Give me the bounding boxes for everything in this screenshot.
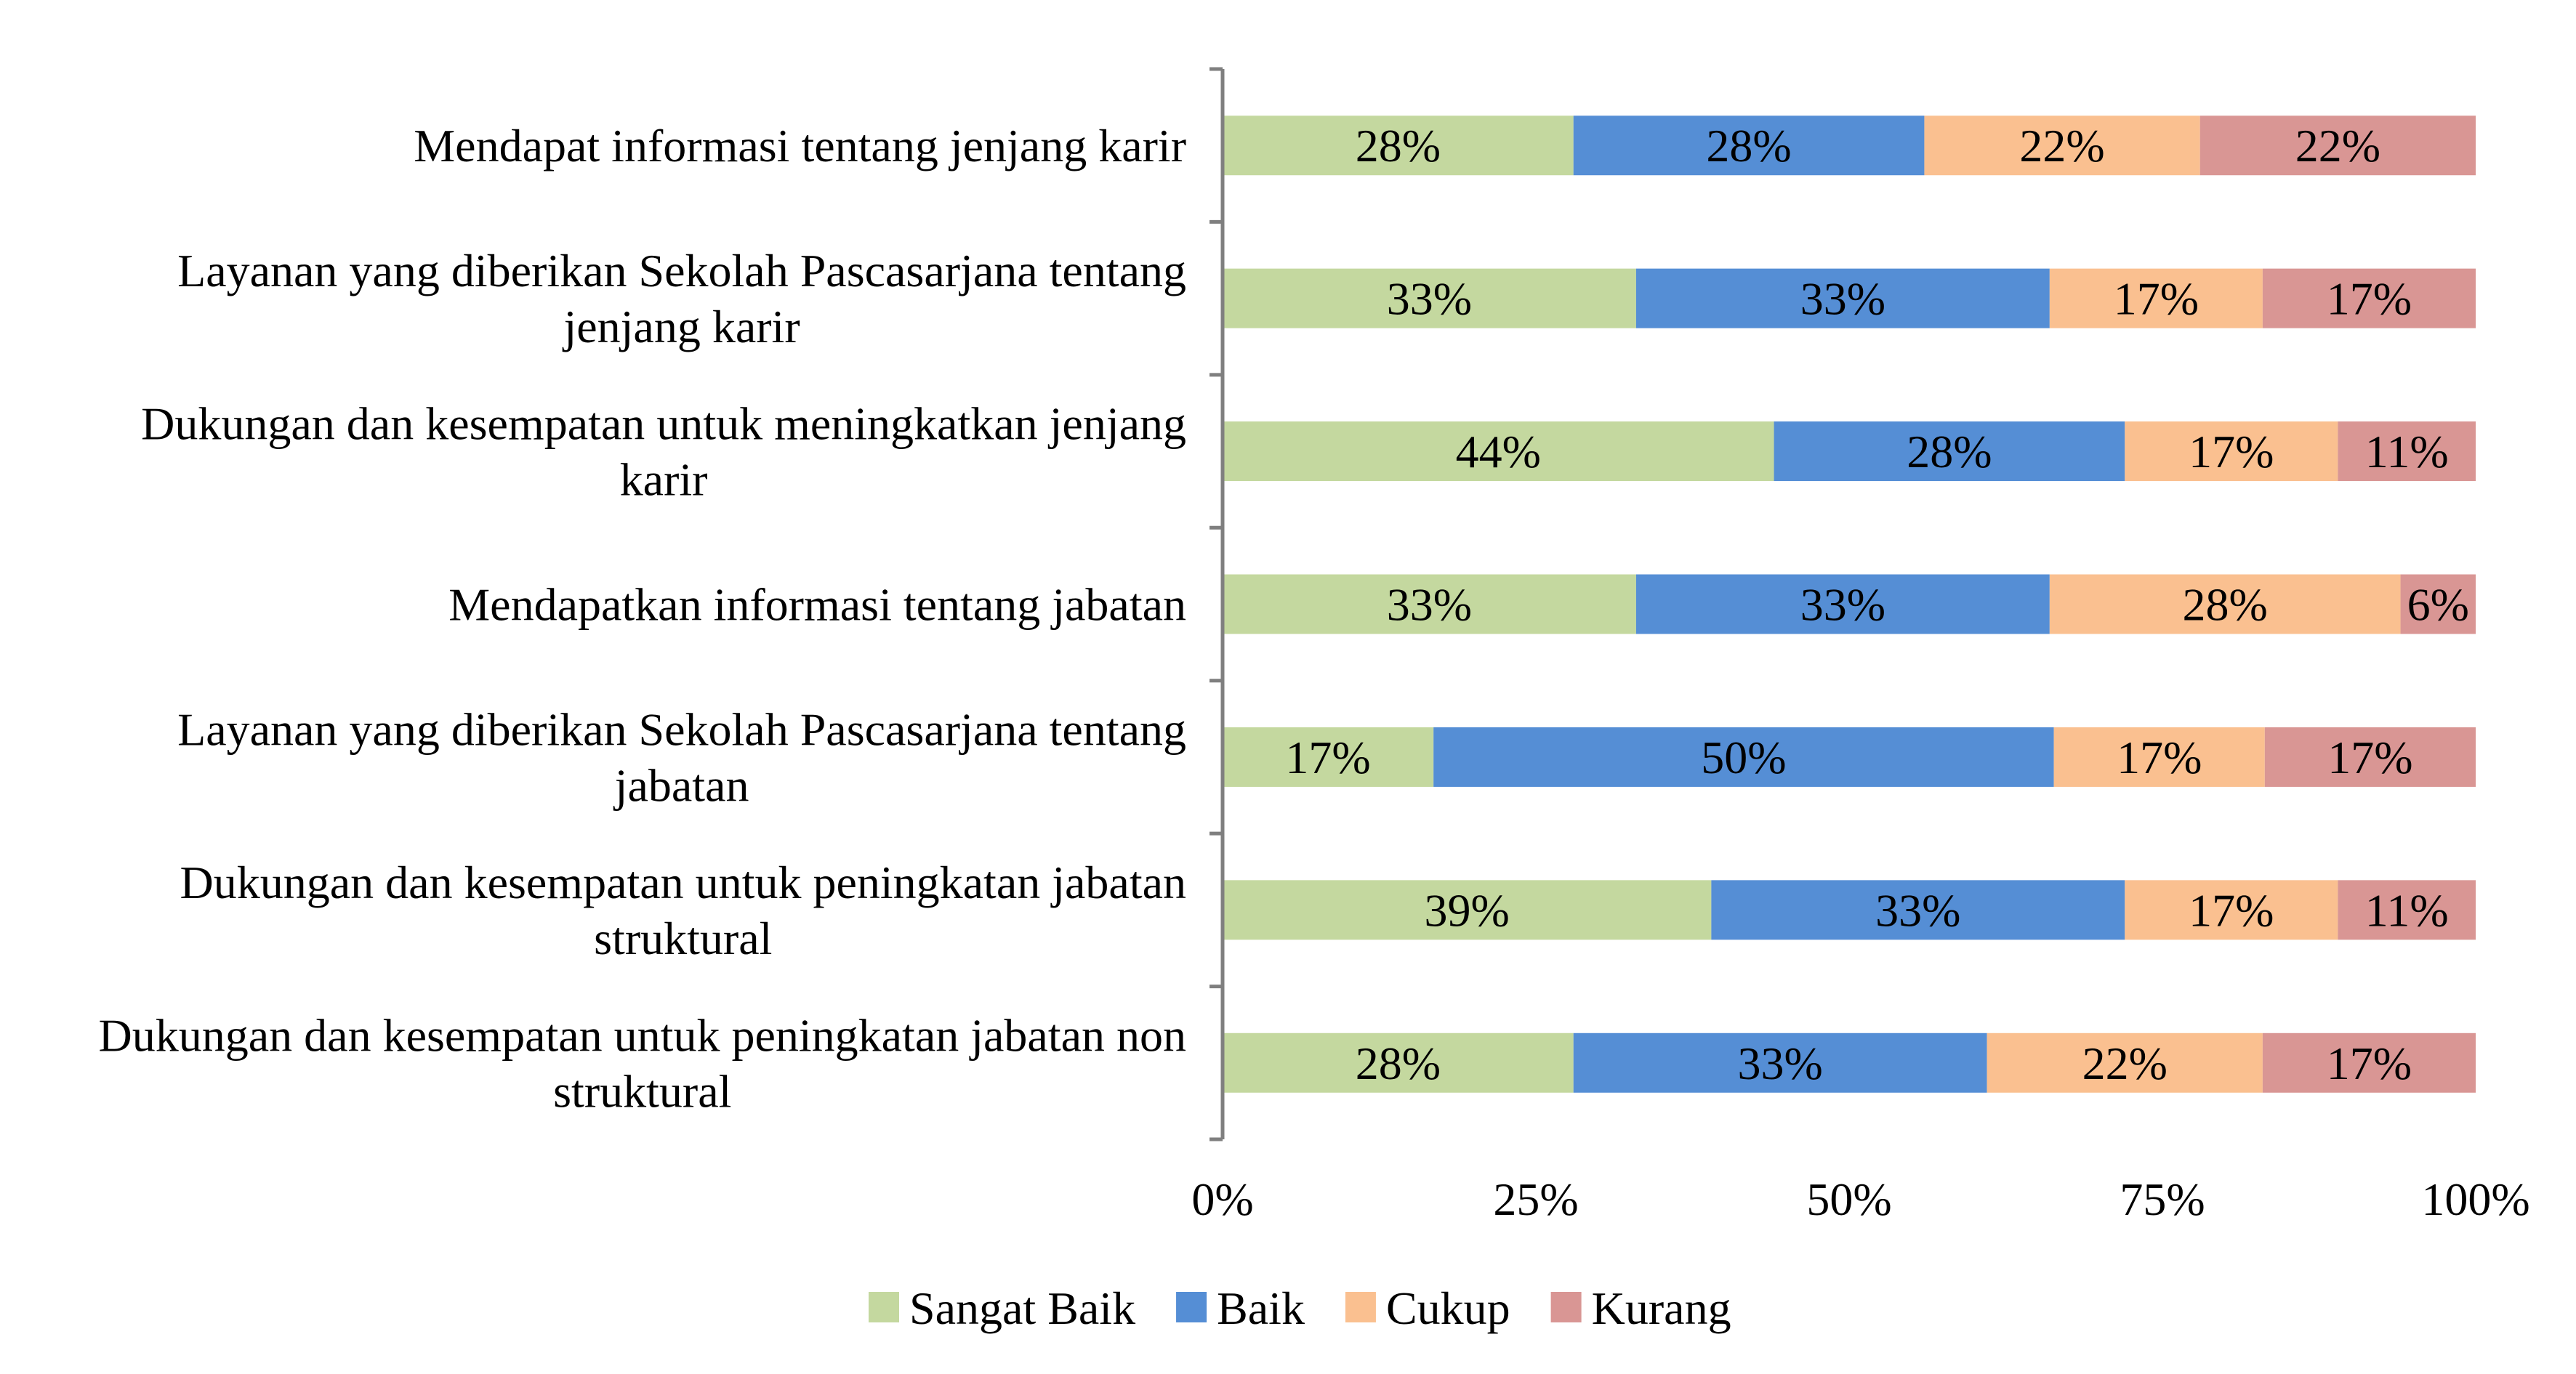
bar-segment-4-1 xyxy=(1223,574,1636,634)
data-label-2-1: 33% xyxy=(1387,273,1472,325)
bar-segment-6-2 xyxy=(1711,880,2125,940)
data-label-7-4: 17% xyxy=(2327,1038,2412,1089)
category-label-4: Mendapatkan informasi tentang jabatan xyxy=(448,579,1186,631)
category-label-6: Dukungan dan kesempatan untuk peningkata… xyxy=(180,857,1186,964)
legend-label-3: Cukup xyxy=(1386,1282,1510,1334)
bar-segment-2-3 xyxy=(2049,268,2263,328)
x-tick-label: 25% xyxy=(1493,1173,1578,1225)
data-label-5-2: 50% xyxy=(1701,732,1786,783)
data-label-2-2: 33% xyxy=(1800,273,1885,325)
data-label-3-3: 17% xyxy=(2189,426,2274,477)
bar-segment-2-4 xyxy=(2262,268,2476,328)
data-label-6-2: 33% xyxy=(1875,884,1960,936)
legend: Sangat Baik Baik Cukup Kurang xyxy=(869,1282,1731,1334)
value-labels-group: 28% 28% 22% 22% 33% 33% 17% 17% 44% 28% 17% 11% 33% 3… xyxy=(1285,120,2469,1089)
bar-segment-5-1 xyxy=(1223,727,1434,787)
category-label-2: Layanan yang diberikan Sekolah Pascasarj… xyxy=(177,245,1186,352)
bar-segment-1-3 xyxy=(1924,116,2200,176)
legend-swatch-2 xyxy=(1176,1292,1207,1322)
data-label-5-3: 17% xyxy=(2117,732,2202,783)
data-label-6-1: 39% xyxy=(1425,884,1510,936)
x-tick-label: 50% xyxy=(1806,1173,1891,1225)
legend-label-2: Baik xyxy=(1217,1282,1305,1334)
bar-segment-2-2 xyxy=(1635,268,2050,328)
category-label-3: Dukungan dan kesempatan untuk meningkatk… xyxy=(141,398,1186,506)
data-label-5-1: 17% xyxy=(1285,732,1370,783)
data-label-2-3: 17% xyxy=(2114,273,2199,325)
bar-segment-3-4 xyxy=(2338,421,2476,482)
legend-swatch-3 xyxy=(1345,1292,1376,1322)
bar-segment-4-3 xyxy=(2049,574,2401,634)
bar-segment-5-4 xyxy=(2264,727,2476,787)
legend-label-4: Kurang xyxy=(1592,1282,1731,1334)
data-label-4-3: 28% xyxy=(2183,579,2268,631)
bar-segment-2-1 xyxy=(1223,268,1636,328)
category-label-7: Dukungan dan kesempatan untuk peningkata… xyxy=(99,1009,1186,1117)
data-label-2-4: 17% xyxy=(2327,273,2412,325)
data-label-4-4: 6% xyxy=(2407,579,2469,631)
legend-label-1: Sangat Baik xyxy=(909,1282,1135,1334)
category-label-1: Mendapat informasi tentang jenjang karir xyxy=(414,120,1186,171)
bar-segment-7-1 xyxy=(1223,1032,1574,1093)
data-label-1-3: 22% xyxy=(2019,120,2104,171)
data-label-1-4: 22% xyxy=(2295,120,2380,171)
bar-segment-3-1 xyxy=(1223,421,1774,482)
data-label-4-1: 33% xyxy=(1387,579,1472,631)
category-label-line: Layanan yang diberikan Sekolah Pascasarj… xyxy=(177,703,1186,755)
data-label-5-4: 17% xyxy=(2327,732,2412,783)
legend-swatch-1 xyxy=(869,1292,899,1322)
bar-segment-4-2 xyxy=(1635,574,2050,634)
category-axis xyxy=(1209,67,1225,1141)
category-label-line: jabatan xyxy=(613,759,749,811)
legend-swatch-4 xyxy=(1550,1292,1582,1322)
bar-segment-7-4 xyxy=(2262,1032,2476,1093)
data-label-7-3: 22% xyxy=(2082,1038,2168,1089)
category-label-line: Mendapat informasi tentang jenjang karir xyxy=(414,120,1186,171)
data-label-1-2: 28% xyxy=(1706,120,1791,171)
category-label-5: Layanan yang diberikan Sekolah Pascasarj… xyxy=(177,703,1186,811)
data-label-7-2: 33% xyxy=(1738,1038,1823,1089)
bar-segment-1-1 xyxy=(1223,116,1574,176)
category-label-line: jenjang karir xyxy=(562,301,800,352)
category-label-line: struktural xyxy=(594,913,772,964)
bar-segment-5-3 xyxy=(2053,727,2265,787)
bar-segment-5-2 xyxy=(1433,727,2054,787)
x-tick-label: 75% xyxy=(2120,1173,2205,1225)
data-label-7-1: 28% xyxy=(1356,1038,1441,1089)
bar-segment-6-1 xyxy=(1223,880,1712,940)
category-label-line: Dukungan dan kesempatan untuk meningkatk… xyxy=(141,398,1186,450)
data-label-6-3: 17% xyxy=(2189,884,2274,936)
bar-segment-1-2 xyxy=(1573,116,1925,176)
data-label-6-4: 11% xyxy=(2365,884,2449,936)
bars-group xyxy=(1223,116,2476,1093)
category-label-line: Layanan yang diberikan Sekolah Pascasarj… xyxy=(177,245,1186,296)
x-tick-label: 100% xyxy=(2421,1173,2529,1225)
category-labels-group: Mendapat informasi tentang jenjang karir… xyxy=(99,120,1186,1117)
data-label-3-4: 11% xyxy=(2365,426,2449,477)
category-label-line: Dukungan dan kesempatan untuk peningkata… xyxy=(99,1009,1186,1061)
bar-segment-3-3 xyxy=(2125,421,2338,482)
data-label-1-1: 28% xyxy=(1356,120,1441,171)
bar-segment-6-3 xyxy=(2125,880,2338,940)
bar-segment-3-2 xyxy=(1774,421,2125,482)
bar-segment-7-2 xyxy=(1573,1032,1987,1093)
data-label-3-2: 28% xyxy=(1907,426,1992,477)
category-label-line: karir xyxy=(620,454,708,506)
bar-segment-6-4 xyxy=(2338,880,2476,940)
bar-segment-4-4 xyxy=(2400,574,2476,634)
data-label-3-1: 44% xyxy=(1456,426,1541,477)
bar-segment-1-4 xyxy=(2199,116,2476,176)
x-tick-label: 0% xyxy=(1191,1173,1253,1225)
category-label-line: Dukungan dan kesempatan untuk peningkata… xyxy=(180,857,1186,908)
category-label-line: Mendapatkan informasi tentang jabatan xyxy=(448,579,1186,631)
category-label-line: struktural xyxy=(553,1065,731,1117)
data-label-4-2: 33% xyxy=(1800,579,1885,631)
x-tick-labels-group: 0% 25% 50% 75% 100% xyxy=(1191,1173,2529,1225)
bar-segment-7-3 xyxy=(1987,1032,2263,1093)
